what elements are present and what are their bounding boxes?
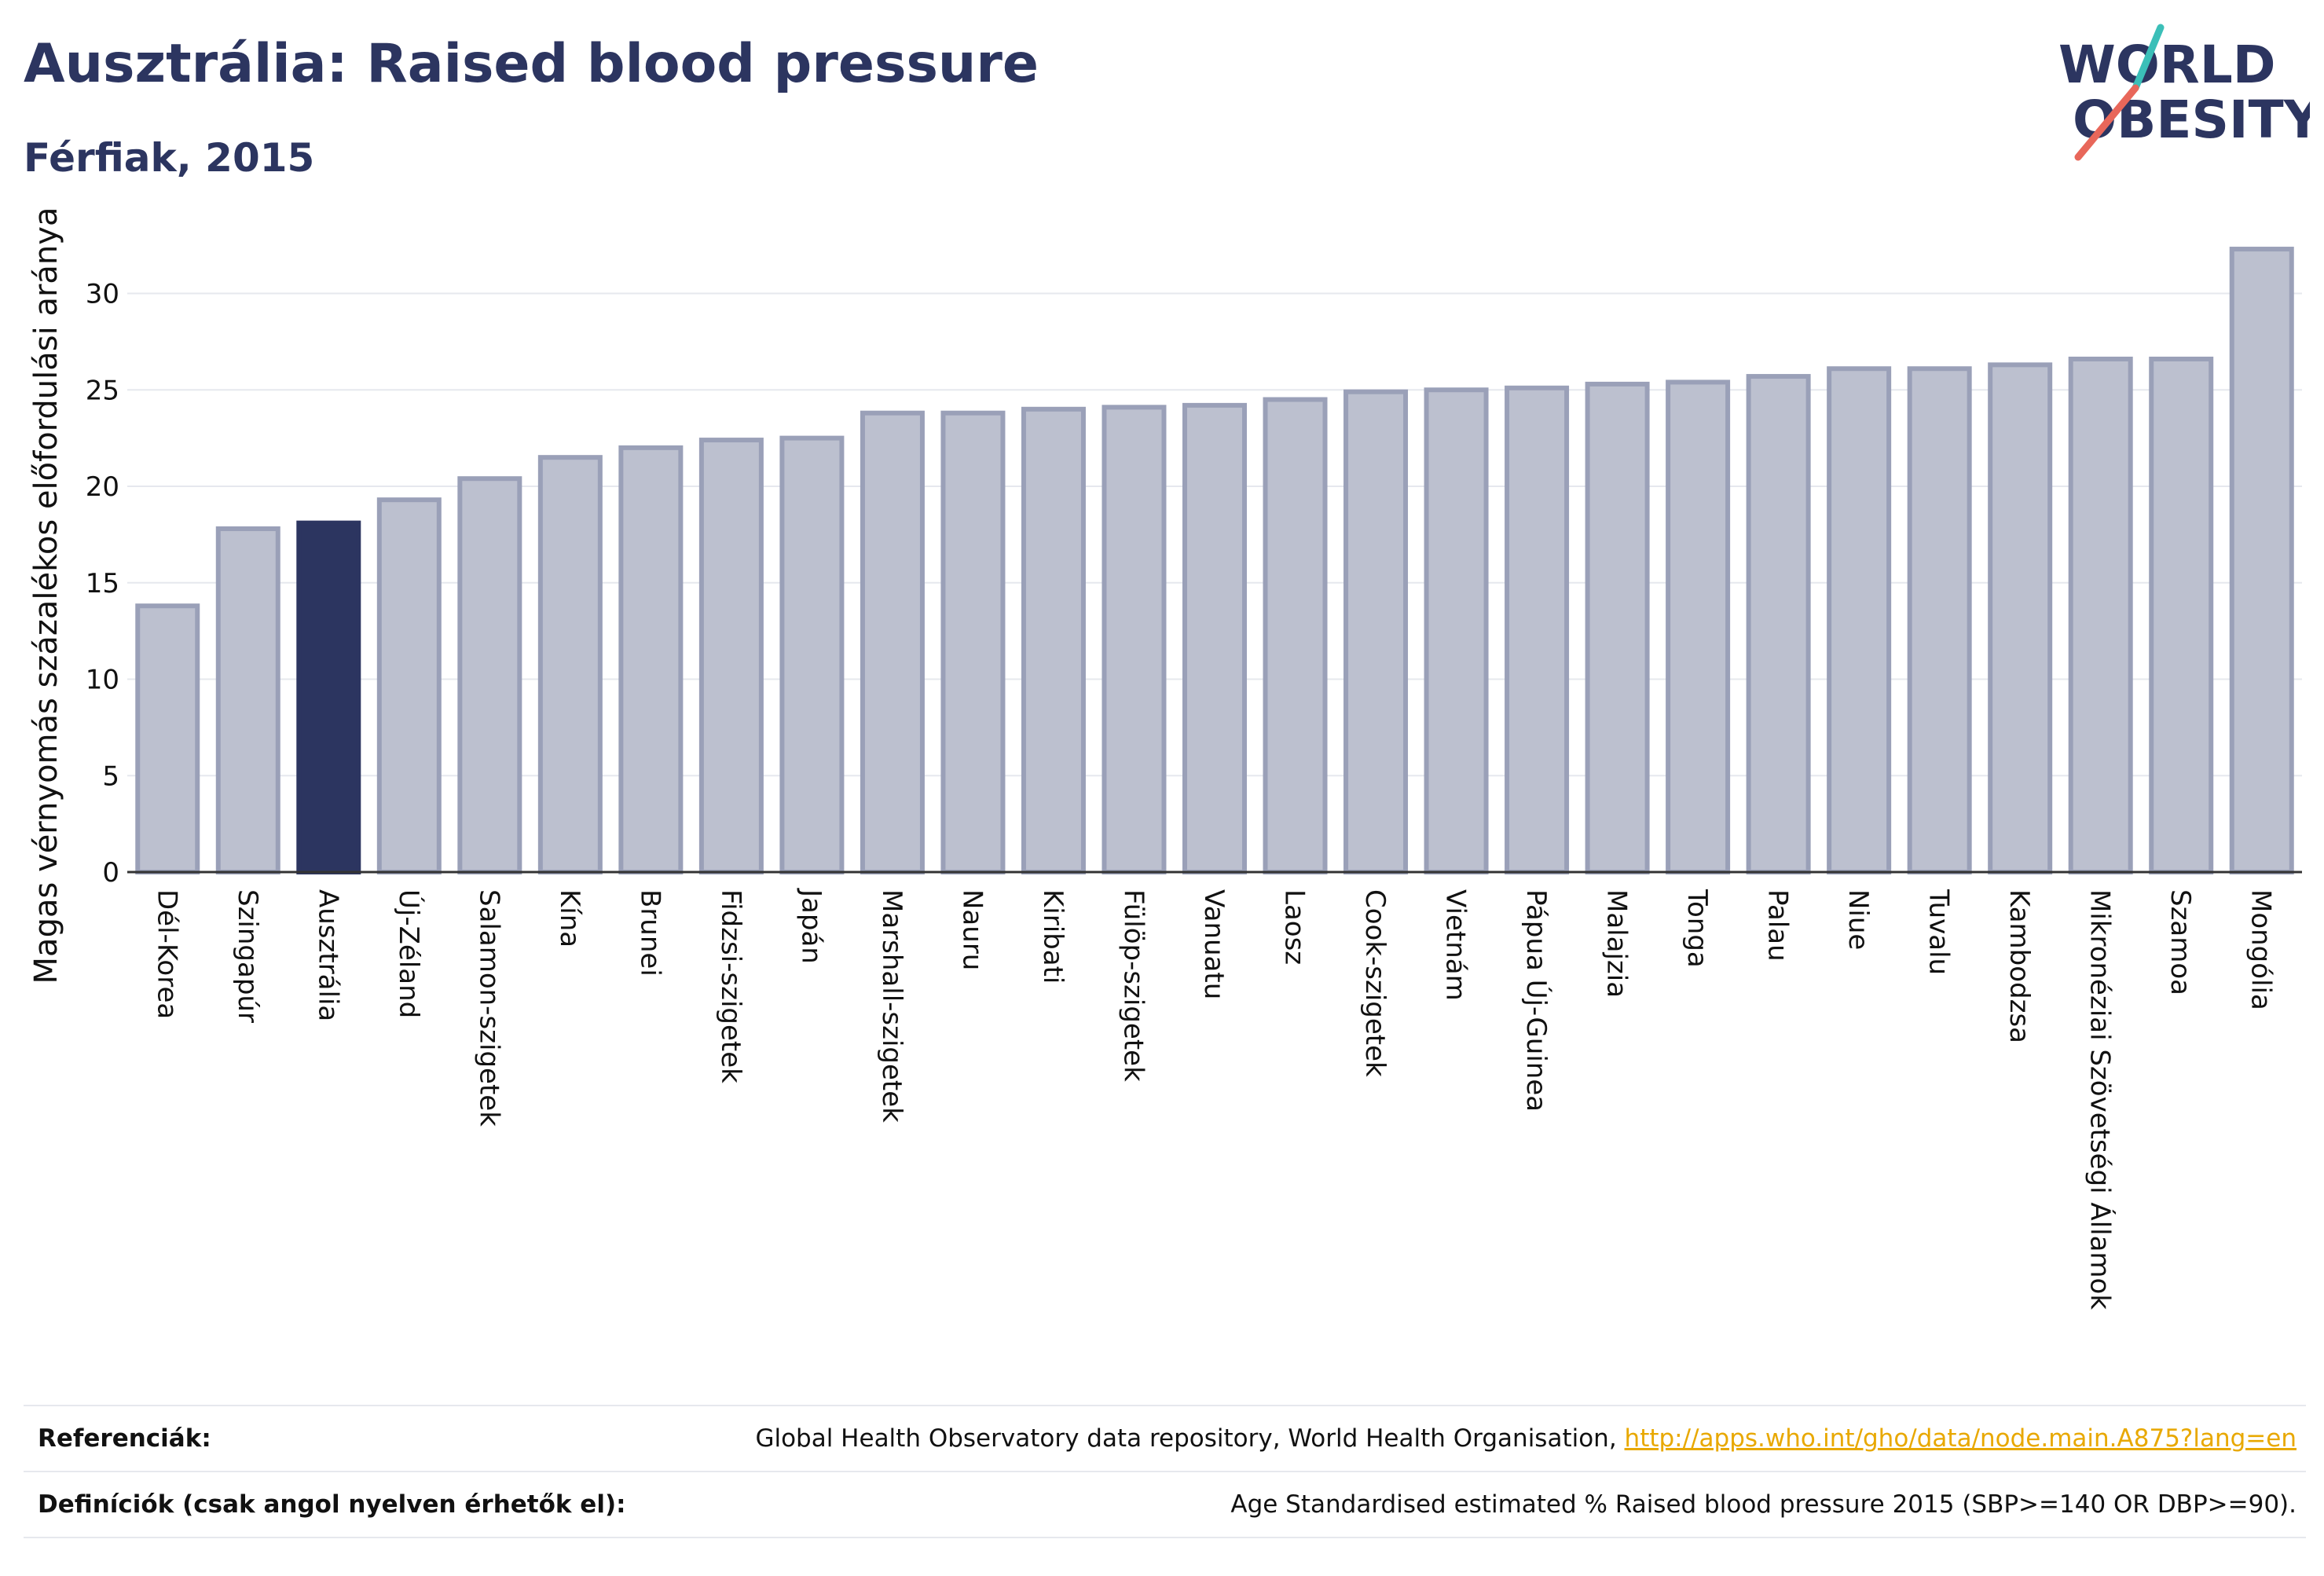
bar-új-zéland [376,497,442,874]
logo-slash-coral [2074,84,2139,161]
bar-nauru [940,410,1006,874]
references-text: Global Health Observatory data repositor… [755,1424,1625,1453]
bar-salamon-szigetek [457,476,522,874]
x-tick-label: Tonga [1681,889,1713,968]
bar-fidzsi-szigetek [698,438,764,874]
y-tick-label: 25 [86,375,119,406]
x-tick-label: Pápua Új-Guinea [1520,889,1552,1112]
x-tick-label: Fülöp-szigetek [1117,889,1149,1082]
x-tick-label: Laosz [1279,889,1310,965]
x-tick-label: Nauru [956,889,988,970]
y-axis-label: Magas vérnyomás százalékos előfordulási … [28,207,64,984]
x-tick-label: Ausztrália [312,889,343,1021]
bar-japán [779,435,845,874]
x-tick-label: Niue [1842,889,1874,950]
bar-palau [1746,374,1811,874]
y-tick-label: 10 [86,665,119,696]
bar-szamoa [2149,356,2214,875]
x-tick-label: Kína [554,889,585,947]
bar-mikronéziai-szövetségi-államok [2068,356,2133,875]
y-tick-label: 0 [102,857,119,889]
logo-line1: WORLD [2058,35,2276,95]
bar-kambodzsa [1988,362,2053,874]
bar-chart: 0 5 10 15 20 25 30 Dél-Korea Szingapúr Ausztráli… [28,207,2302,1310]
x-tick-label: Vietnám [1440,889,1472,1001]
bar-kiribati [1021,406,1086,874]
x-axis-labels: Dél-Korea Szingapúr Ausztrália Új-Zéland Sal… [151,888,2276,1310]
bar-vanuatu [1182,402,1247,874]
x-tick-label: Brunei [634,889,665,977]
references-row: Referenciák: Global Health Observatory d… [24,1405,2306,1471]
definitions-row: Definíciók (csak angol nyelven érhetők e… [24,1471,2306,1538]
bar-brunei [618,445,684,874]
y-tick-label: 20 [86,471,119,503]
x-tick-label: Fidzsi-szigetek [715,889,746,1083]
bar-fülöp-szigetek [1102,405,1167,874]
x-tick-label: Japán [795,888,827,964]
x-tick-label: Tuvalu [1923,889,1955,975]
y-tick-label: 15 [86,568,119,599]
x-tick-label: Szingapúr [232,889,263,1023]
y-axis-ticks: 0 5 10 15 20 25 30 [86,279,119,889]
bar-vietnám [1424,387,1489,874]
definitions-value: Age Standardised estimated % Raised bloo… [1230,1490,2297,1519]
x-tick-label: Vanuatu [1198,889,1230,999]
bar-cook-szigetek [1343,389,1409,874]
x-tick-label: Mikronéziai Szövetségi Államok [2084,889,2117,1310]
bar-marshall-szigetek [860,410,925,874]
references-link[interactable]: http://apps.who.int/gho/data/node.main.A… [1624,1424,2297,1453]
logo-slash-teal [2132,24,2165,92]
y-tick-label: 5 [102,761,119,792]
x-tick-label: Salamon-szigetek [473,889,504,1127]
y-tick-label: 30 [86,279,119,310]
world-obesity-logo: WORLD OBESITY [2058,24,2310,161]
bar-tuvalu [1907,366,1972,874]
bar-malajzia [1585,381,1650,874]
bar-szingapúr [215,526,280,874]
bar-ausztrália [296,520,361,875]
bar-laosz [1263,397,1328,874]
x-tick-label: Dél-Korea [151,889,182,1019]
references-value: Global Health Observatory data repositor… [755,1424,2306,1453]
x-tick-label: Kiribati [1037,889,1069,984]
bar-dél-korea [135,603,200,875]
x-tick-label: Marshall-szigetek [876,889,907,1123]
x-tick-label: Cook-szigetek [1359,889,1391,1077]
references-label: Referenciák: [38,1424,211,1453]
bar-niue [1827,366,1892,874]
x-tick-label: Palau [1762,889,1794,962]
chart-subtitle: Férfiak, 2015 [24,135,315,181]
x-tick-label: Mongólia [2245,889,2277,1010]
x-tick-label: Kambodzsa [2003,889,2035,1043]
x-tick-label: Szamoa [2165,889,2196,995]
references-table: Referenciák: Global Health Observatory d… [24,1405,2306,1538]
bar-pápua-új-guinea [1505,385,1570,875]
bar-kína [537,455,603,874]
bars [135,247,2294,875]
definitions-label: Definíciók (csak angol nyelven érhetők e… [38,1490,626,1519]
chart-title: Ausztrália: Raised blood pressure [24,33,1039,95]
x-tick-label: Malajzia [1601,889,1633,998]
bar-tonga [1666,379,1731,874]
x-tick-label: Új-Zéland [393,889,425,1018]
bar-mongólia [2229,247,2294,875]
